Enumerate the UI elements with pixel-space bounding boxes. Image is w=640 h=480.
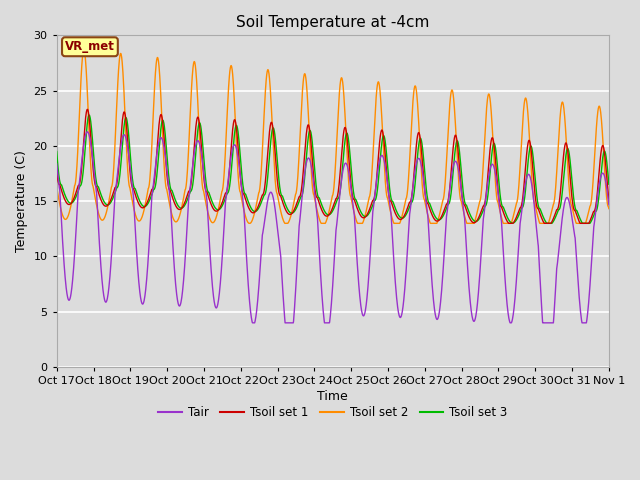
Legend: Tair, Tsoil set 1, Tsoil set 2, Tsoil set 3: Tair, Tsoil set 1, Tsoil set 2, Tsoil se…: [154, 402, 512, 424]
Text: VR_met: VR_met: [65, 40, 115, 53]
X-axis label: Time: Time: [317, 390, 348, 403]
Title: Soil Temperature at -4cm: Soil Temperature at -4cm: [236, 15, 429, 30]
Y-axis label: Temperature (C): Temperature (C): [15, 150, 28, 252]
